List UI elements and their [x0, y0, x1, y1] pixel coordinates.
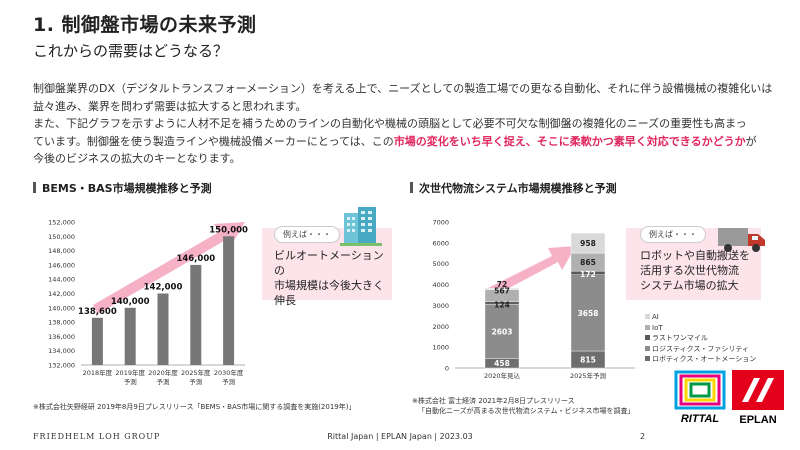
- legend-swatch: [645, 345, 650, 351]
- y-tick-label: 6000: [432, 239, 449, 247]
- segment-value-label: 2603: [492, 327, 513, 336]
- office-building-icon: [340, 207, 382, 246]
- legend-swatch: [645, 324, 650, 330]
- segment-value-label: 3658: [578, 309, 599, 318]
- body-paragraph-2: また、下記グラフを示すように人材不足を補うためのラインの自動化や機械の頭脳として…: [33, 117, 757, 165]
- stacked-segment: [570, 274, 606, 352]
- bar: [91, 317, 103, 365]
- legend-swatch: [645, 314, 650, 319]
- legend-swatch: [645, 335, 650, 340]
- growth-arrow: [488, 246, 576, 296]
- svg-text:EPLAN: EPLAN: [739, 414, 776, 426]
- bar: [124, 307, 136, 365]
- y-tick-label: 140,000: [48, 304, 75, 312]
- delivery-truck-icon: [718, 228, 765, 252]
- y-tick-label: 2000: [432, 323, 449, 331]
- y-tick-label: 152,000: [48, 219, 75, 227]
- callout-tag: 例えば・・・: [274, 226, 340, 243]
- y-tick-label: 150,000: [48, 233, 75, 241]
- x-tick-label: 予測: [157, 377, 170, 386]
- legend-entry: ロジスティクス・ファシリティ: [645, 344, 756, 355]
- y-tick-label: 136,000: [48, 333, 75, 341]
- callout-text: ロボットや自動搬送を 活用する次世代物流 システム市場の拡大: [640, 249, 750, 292]
- y-tick-label: 148,000: [48, 247, 75, 255]
- x-tick-label: 予測: [124, 377, 137, 386]
- segment-value-label: 865: [580, 258, 596, 267]
- y-tick-label: 0: [445, 365, 449, 373]
- footer-center: Rittal Japan | EPLAN Japan | 2023.03: [327, 432, 473, 441]
- x-tick-label: 予測: [189, 377, 202, 386]
- segment-value-label: 958: [580, 239, 596, 248]
- x-tick-label: 2020年見込: [484, 371, 521, 380]
- y-tick-label: 1000: [432, 344, 449, 352]
- legend-label: ラストワンマイル: [652, 334, 708, 342]
- left-section-heading: BEMS・BAS市場規模推移と予測: [33, 180, 212, 196]
- segment-value-label: 567: [494, 287, 510, 296]
- legend-entry: AI: [645, 312, 756, 323]
- page-title: 1. 制御盤市場の未来予測: [33, 14, 257, 36]
- y-tick-label: 5000: [432, 260, 449, 268]
- bar-value-label: 150,000: [209, 225, 248, 235]
- y-tick-label: 3000: [432, 302, 449, 310]
- x-tick-label: 2025年度: [181, 368, 211, 377]
- segment-value-label: 815: [580, 356, 596, 365]
- bar: [190, 264, 202, 365]
- callout-tag: 例えば・・・: [640, 226, 706, 243]
- y-tick-label: 134,000: [48, 347, 75, 355]
- left-source: ※株式会社矢野経研 2019年8月9日プレスリリース「BEMS・BAS市場に関す…: [33, 403, 356, 411]
- right-section-heading: 次世代物流システム市場規模推移と予測: [410, 180, 617, 196]
- y-tick-label: 7000: [432, 219, 449, 227]
- stacked-segment: [570, 232, 606, 254]
- eplan-logo: EPLAN: [732, 370, 784, 426]
- x-tick-label: 2018年度: [83, 368, 113, 377]
- bar-value-label: 140,000: [111, 297, 150, 307]
- callout-text: ビルオートメーションの 市場規模は今後大きく 伸長: [274, 249, 384, 307]
- segment-value-label: 458: [494, 359, 510, 368]
- y-tick-label: 146,000: [48, 261, 75, 269]
- highlight-text: 市場の変化をいち早く捉え、そこに柔軟かつ素早く対応できるかどうか: [393, 134, 746, 148]
- bar: [157, 293, 169, 365]
- legend-entry: IoT: [645, 323, 756, 334]
- x-tick-label: 2019年度: [115, 368, 145, 377]
- body-text: 制御盤業界のDX（デジタルトランスフォーメーション）を考える上で、ニーズとしての…: [33, 80, 773, 168]
- right-legend: AI IoT ラストワンマイルロジスティクス・ファシリティ ロボティクス・オートメーシ…: [645, 312, 756, 365]
- x-tick-label: 2025年予測: [570, 371, 606, 380]
- rittal-logo: RITTAL: [674, 370, 726, 428]
- segment-value-label: 172: [580, 270, 596, 279]
- legend-label: IoT: [652, 323, 663, 332]
- logistics-stacked-bar-chart: 0 1000 2000 3000 4000 5000 6000 7000 458 2603 124…: [432, 219, 635, 380]
- y-tick-label: 138,000: [48, 319, 75, 327]
- x-tick-label: 予測: [222, 377, 235, 386]
- y-tick-label: 142,000: [48, 290, 75, 298]
- page-number: 2: [640, 432, 646, 441]
- bar-value-label: 142,000: [144, 283, 183, 293]
- bar: [223, 236, 235, 365]
- legend-entry: ロボティクス・オートメーション: [645, 354, 756, 365]
- legend-swatch: [645, 356, 650, 361]
- stacked-segment: [484, 303, 520, 359]
- legend-label: ロボティクス・オートメーション: [652, 355, 757, 363]
- right-source: ※株式会社 富士経済 2021年2月8日プレスリリース 「自動化ニーズが高まる次…: [412, 397, 635, 415]
- legend-label: ロジスティクス・ファシリティ: [652, 344, 749, 353]
- y-tick-label: 144,000: [48, 276, 75, 284]
- x-tick-label: 2020年度: [148, 368, 178, 377]
- body-paragraph-1: 制御盤業界のDX（デジタルトランスフォーメーション）を考える上で、ニーズとしての…: [33, 82, 773, 113]
- y-tick-label: 132,000: [48, 362, 75, 370]
- stacked-segment: [484, 288, 520, 290]
- legend-label: AI: [652, 313, 659, 321]
- bar-value-label: 138,600: [78, 307, 117, 317]
- svg-text:RITTAL: RITTAL: [681, 413, 720, 425]
- x-tick-label: 2030年度: [214, 368, 244, 377]
- bems-bas-bar-chart: 132,000 134,000 136,000 138,000 140,000 142,0…: [48, 219, 248, 387]
- y-tick-label: 4000: [432, 281, 449, 289]
- page-subtitle: これからの需要はどうなる？: [33, 42, 229, 60]
- growth-arrow: [93, 222, 245, 314]
- footer-company: FRIEDHELM LOH GROUP: [33, 432, 161, 441]
- segment-value-label: 72: [497, 280, 507, 289]
- legend-entry: ラストワンマイル: [645, 333, 756, 344]
- bar-value-label: 146,000: [176, 254, 215, 264]
- segment-value-label: 124: [494, 301, 510, 310]
